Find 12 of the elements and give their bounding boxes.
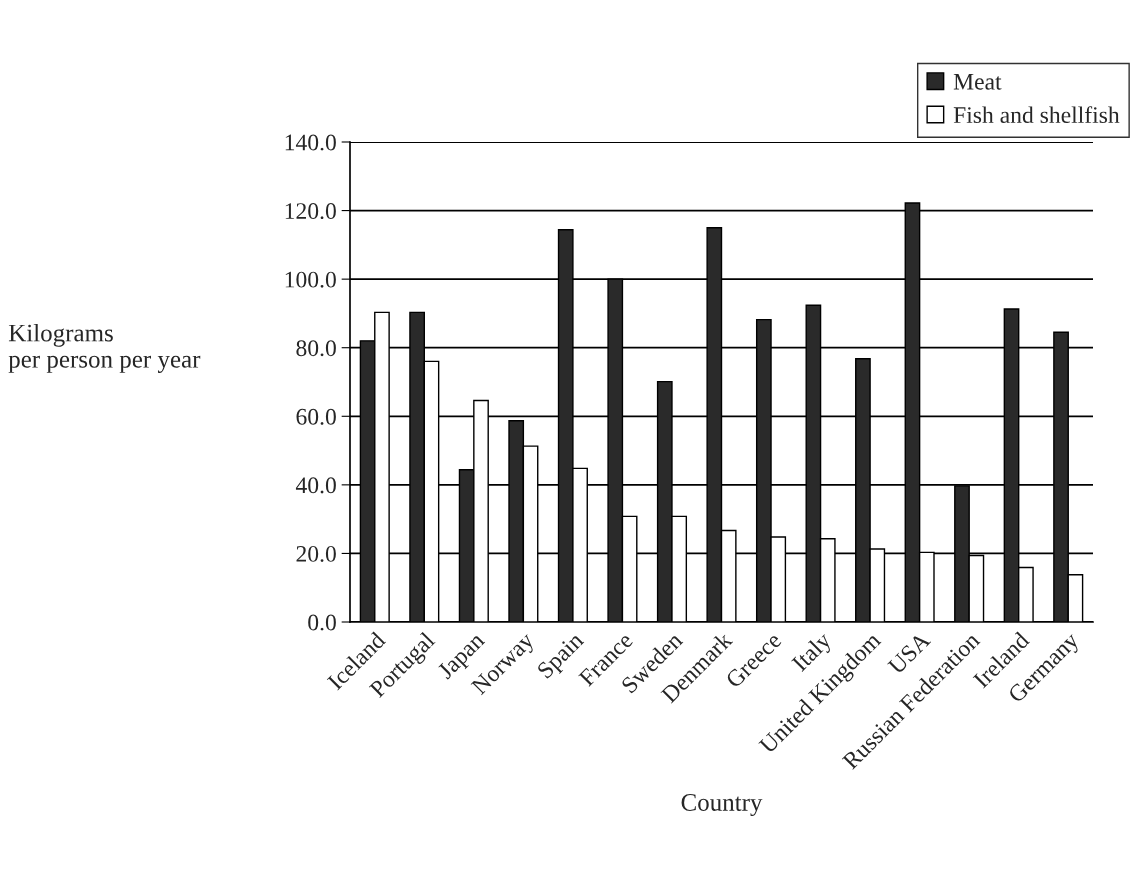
legend-label: Meat	[953, 73, 1002, 90]
y-tick-label: 60.0	[296, 408, 336, 425]
y-tick-label: 80.0	[296, 340, 336, 357]
x-axis-title: Country	[681, 794, 763, 817]
y-tick-label: 100.0	[285, 271, 336, 288]
y-tick-label: 40.0	[295, 477, 336, 494]
y-axis-title: Kilograms per person per year	[8, 323, 201, 373]
y-tick-label: 20.0	[296, 545, 336, 562]
y-tick-label: 120.0	[285, 203, 336, 220]
legend-label: Fish and shellfish	[953, 106, 1120, 124]
y-tick-label: 140.0	[285, 134, 336, 151]
y-tick-label: 0.0	[308, 614, 336, 631]
